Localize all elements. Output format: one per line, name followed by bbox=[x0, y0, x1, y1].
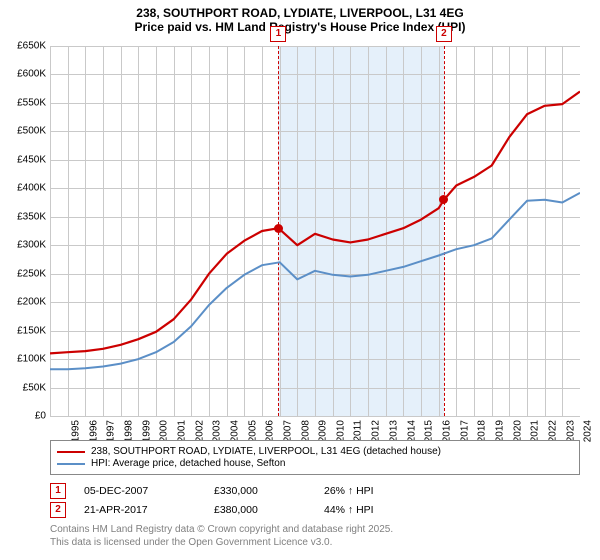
event-row-2: 2 21-APR-2017 £380,000 44% ↑ HPI bbox=[50, 502, 580, 518]
y-tick-label: £550K bbox=[2, 97, 46, 108]
event-date-1: 05-DEC-2007 bbox=[84, 485, 214, 497]
x-tick-label: 2020 bbox=[512, 420, 530, 442]
y-tick-label: £0 bbox=[2, 411, 46, 422]
event-pct-1: 26% ↑ HPI bbox=[324, 485, 374, 497]
x-tick-label: 2011 bbox=[352, 420, 370, 442]
y-tick-label: £250K bbox=[2, 268, 46, 279]
y-tick-label: £600K bbox=[2, 69, 46, 80]
x-tick-label: 2015 bbox=[424, 420, 442, 442]
legend-label-1: 238, SOUTHPORT ROAD, LYDIATE, LIVERPOOL,… bbox=[91, 446, 441, 457]
x-tick-label: 1999 bbox=[141, 420, 159, 442]
y-tick-label: £150K bbox=[2, 325, 46, 336]
x-tick-label: 1998 bbox=[123, 420, 141, 442]
event-price-1: £330,000 bbox=[214, 485, 324, 497]
y-tick-label: £200K bbox=[2, 297, 46, 308]
y-tick-label: £650K bbox=[2, 41, 46, 52]
y-tick-label: £350K bbox=[2, 211, 46, 222]
event-marker-box: 1 bbox=[270, 26, 286, 42]
x-tick-label: 2005 bbox=[247, 420, 265, 442]
legend-swatch-1 bbox=[57, 451, 85, 453]
series-price_paid bbox=[50, 92, 580, 354]
x-tick-label: 2024 bbox=[583, 420, 600, 442]
x-tick-label: 2008 bbox=[300, 420, 318, 442]
x-tick-label: 2004 bbox=[229, 420, 247, 442]
event-row-1: 1 05-DEC-2007 £330,000 26% ↑ HPI bbox=[50, 483, 580, 499]
x-tick-label: 1996 bbox=[88, 420, 106, 442]
y-tick-label: £500K bbox=[2, 126, 46, 137]
legend-swatch-2 bbox=[57, 463, 85, 465]
y-tick-label: £300K bbox=[2, 240, 46, 251]
x-tick-label: 2017 bbox=[459, 420, 477, 442]
x-tick-label: 2021 bbox=[530, 420, 548, 442]
y-tick-label: £400K bbox=[2, 183, 46, 194]
event-price-2: £380,000 bbox=[214, 504, 324, 516]
legend-label-2: HPI: Average price, detached house, Seft… bbox=[91, 458, 285, 469]
event-marker-box: 2 bbox=[436, 26, 452, 42]
event-date-2: 21-APR-2017 bbox=[84, 504, 214, 516]
title-line-1: 238, SOUTHPORT ROAD, LYDIATE, LIVERPOOL,… bbox=[0, 6, 600, 20]
title-block: 238, SOUTHPORT ROAD, LYDIATE, LIVERPOOL,… bbox=[0, 0, 600, 34]
hgrid bbox=[50, 416, 580, 417]
x-tick-label: 2000 bbox=[159, 420, 177, 442]
y-tick-label: £450K bbox=[2, 154, 46, 165]
x-tick-label: 2002 bbox=[194, 420, 212, 442]
x-tick-label: 2001 bbox=[176, 420, 194, 442]
y-tick-label: £50K bbox=[2, 382, 46, 393]
chart-container: 238, SOUTHPORT ROAD, LYDIATE, LIVERPOOL,… bbox=[0, 0, 600, 560]
x-tick-label: 2022 bbox=[547, 420, 565, 442]
chart-area: £0£50K£100K£150K£200K£250K£300K£350K£400… bbox=[50, 46, 580, 416]
x-tick-label: 2013 bbox=[388, 420, 406, 442]
x-tick-label: 2018 bbox=[477, 420, 495, 442]
y-tick-label: £100K bbox=[2, 354, 46, 365]
x-tick-label: 2009 bbox=[318, 420, 336, 442]
footer-line-2: This data is licensed under the Open Gov… bbox=[50, 537, 580, 550]
footer-line-1: Contains HM Land Registry data © Crown c… bbox=[50, 524, 580, 537]
x-tick-label: 2010 bbox=[335, 420, 353, 442]
x-tick-label: 2006 bbox=[265, 420, 283, 442]
x-tick-label: 2007 bbox=[282, 420, 300, 442]
x-tick-label: 2023 bbox=[565, 420, 583, 442]
x-tick-label: 2003 bbox=[212, 420, 230, 442]
x-tick-label: 1995 bbox=[70, 420, 88, 442]
legend-item-2: HPI: Average price, detached house, Seft… bbox=[57, 458, 573, 469]
event-pct-2: 44% ↑ HPI bbox=[324, 504, 374, 516]
x-tick-label: 2014 bbox=[406, 420, 424, 442]
title-line-2: Price paid vs. HM Land Registry's House … bbox=[0, 20, 600, 34]
series-svg bbox=[50, 46, 580, 416]
legend-item-1: 238, SOUTHPORT ROAD, LYDIATE, LIVERPOOL,… bbox=[57, 446, 573, 457]
x-tick-label: 2019 bbox=[494, 420, 512, 442]
plot-area: £0£50K£100K£150K£200K£250K£300K£350K£400… bbox=[50, 46, 580, 416]
legend: 238, SOUTHPORT ROAD, LYDIATE, LIVERPOOL,… bbox=[50, 440, 580, 475]
x-tick-label: 2016 bbox=[441, 420, 459, 442]
footer: Contains HM Land Registry data © Crown c… bbox=[50, 524, 580, 549]
x-tick-label: 2012 bbox=[371, 420, 389, 442]
events-table: 1 05-DEC-2007 £330,000 26% ↑ HPI 2 21-AP… bbox=[50, 480, 580, 521]
price-marker-dot bbox=[274, 224, 283, 233]
x-tick-label: 1997 bbox=[106, 420, 124, 442]
event-marker-1: 1 bbox=[50, 483, 66, 499]
event-marker-2: 2 bbox=[50, 502, 66, 518]
